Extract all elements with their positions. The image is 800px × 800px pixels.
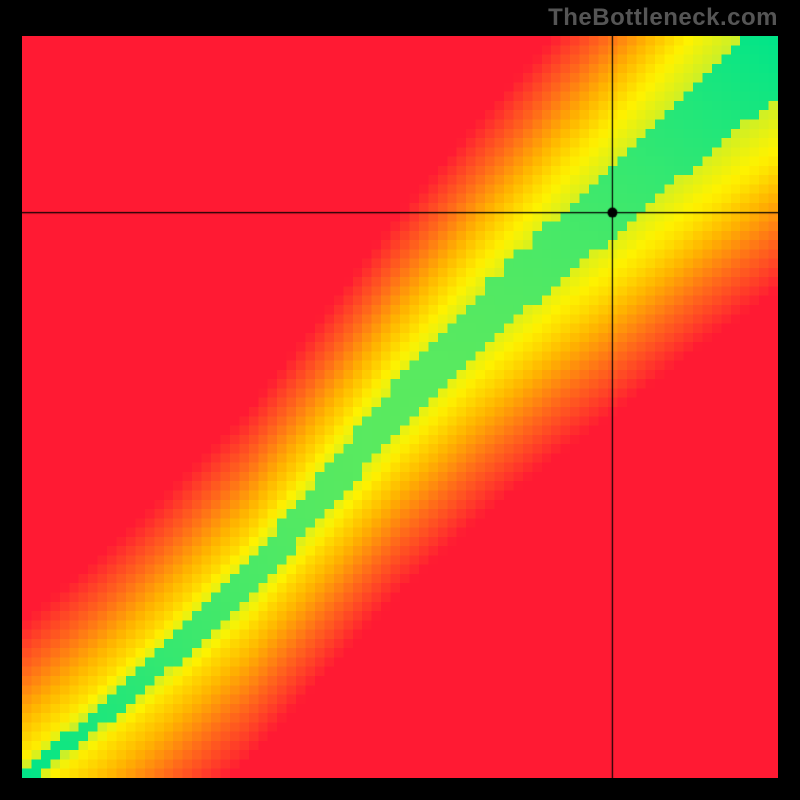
crosshair-overlay <box>22 36 778 778</box>
watermark-text: TheBottleneck.com <box>548 4 778 32</box>
chart-container: TheBottleneck.com <box>0 0 800 800</box>
